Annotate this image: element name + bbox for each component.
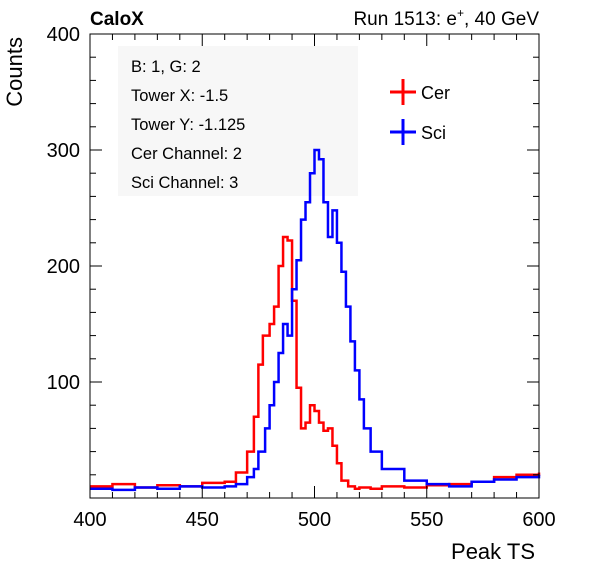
x-tick-label: 500 xyxy=(298,509,331,531)
y-axis-label: Counts xyxy=(2,37,27,107)
x-tick-label: 450 xyxy=(186,509,219,531)
y-tick-label: 300 xyxy=(47,140,80,162)
series-cer-line xyxy=(90,235,541,490)
title-right: Run 1513: e+, 40 GeV xyxy=(353,6,539,30)
legend-label: Cer xyxy=(421,83,450,103)
legend-label: Sci xyxy=(421,123,446,143)
info-box-background xyxy=(118,46,358,196)
title-right-main: Run 1513: e xyxy=(353,9,457,30)
series-layer xyxy=(90,148,541,492)
y-tick-label: 200 xyxy=(47,256,80,278)
info-box: B: 1, G: 2 Tower X: -1.5 Tower Y: -1.125 Ce… xyxy=(118,46,358,196)
title-right-sup: + xyxy=(457,6,464,20)
y-tick-label: 400 xyxy=(47,24,80,46)
title-right-tail: , 40 GeV xyxy=(464,9,539,30)
info-line: B: 1, G: 2 xyxy=(131,58,201,76)
legend: Cer Sci xyxy=(390,79,450,145)
series-sci-line xyxy=(90,148,541,492)
info-line: Cer Channel: 2 xyxy=(131,145,242,163)
info-line: Tower X: -1.5 xyxy=(131,87,228,105)
ticks-layer: 400 450 500 550 600 100 200 300 400 xyxy=(47,24,556,531)
x-tick-label: 550 xyxy=(410,509,443,531)
x-tick-label: 400 xyxy=(73,509,106,531)
title-left: CaloX xyxy=(90,9,144,30)
info-line: Sci Channel: 3 xyxy=(131,174,238,192)
x-axis-label: Peak TS xyxy=(451,539,535,564)
y-tick-label: 100 xyxy=(47,372,80,394)
info-line: Tower Y: -1.125 xyxy=(131,116,245,134)
x-tick-label: 600 xyxy=(522,509,555,531)
